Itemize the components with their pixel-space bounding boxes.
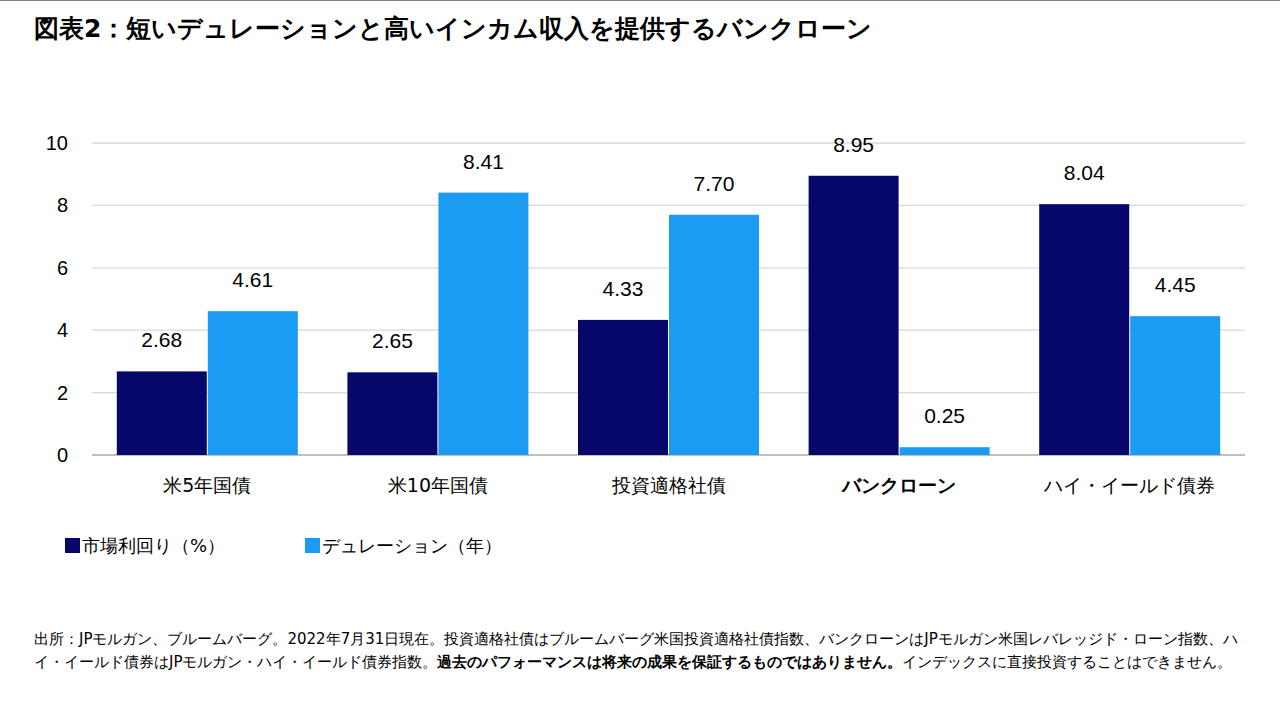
data-label: 4.61 bbox=[232, 268, 273, 291]
chart: 0 2 4 6 8 10 2.68 4.61 2.65 8.41 4.33 7.70 8.95 0.25 8… bbox=[0, 0, 1280, 720]
bar bbox=[809, 176, 899, 455]
bar bbox=[900, 447, 990, 455]
x-tick-label: 米10年国債 bbox=[388, 474, 488, 496]
x-tick-label: ハイ・イールド債券 bbox=[1043, 474, 1215, 496]
data-label: 8.04 bbox=[1064, 161, 1105, 184]
y-tick-label: 2 bbox=[57, 382, 68, 404]
data-label: 8.41 bbox=[463, 150, 504, 173]
data-label: 2.68 bbox=[141, 328, 182, 351]
y-tick-label: 10 bbox=[46, 132, 68, 154]
data-label: 4.45 bbox=[1155, 273, 1196, 296]
bar bbox=[578, 320, 668, 455]
data-label: 7.70 bbox=[694, 172, 735, 195]
data-label: 0.25 bbox=[924, 404, 965, 427]
bar bbox=[347, 372, 437, 455]
bar bbox=[208, 311, 298, 455]
bars bbox=[117, 176, 1220, 455]
data-label: 4.33 bbox=[603, 277, 644, 300]
bar bbox=[669, 215, 759, 455]
bar bbox=[438, 193, 528, 455]
data-labels: 2.68 4.61 2.65 8.41 4.33 7.70 8.95 0.25 8.04 4.45 bbox=[141, 133, 1195, 427]
x-tick-label: 投資適格社債 bbox=[611, 474, 726, 496]
bar bbox=[117, 371, 207, 455]
x-tick-label: バンクローン bbox=[841, 474, 956, 496]
legend-swatch bbox=[305, 538, 320, 553]
title: 図表2：短いデュレーションと高いインカム収入を提供するバンクローン bbox=[34, 12, 872, 45]
y-tick-label: 4 bbox=[57, 319, 68, 341]
legend-label: 市場利回り（%） bbox=[82, 535, 225, 556]
footnote: 出所：JPモルガン、ブルームバーグ。2022年7月31日現在。投資適格社債はブル… bbox=[34, 628, 1259, 674]
bar bbox=[1039, 204, 1129, 455]
top-rule bbox=[0, 0, 1280, 1]
data-label: 2.65 bbox=[372, 329, 413, 352]
data-label: 8.95 bbox=[833, 133, 874, 156]
y-tick-label: 8 bbox=[57, 194, 68, 216]
y-tick-label: 6 bbox=[57, 257, 68, 279]
legend-swatch bbox=[65, 538, 80, 553]
legend-label: デュレーション（年） bbox=[322, 535, 502, 556]
footnote-part: 過去のパフォーマンスは将来の成果を保証するものではありません。 bbox=[437, 653, 902, 671]
grid-line bbox=[92, 142, 1245, 143]
x-tick-label: 米5年国債 bbox=[163, 474, 251, 496]
footnote-part: インデックスに直接投資することはできません。 bbox=[902, 653, 1232, 671]
bar bbox=[1130, 316, 1220, 455]
y-tick-label: 0 bbox=[57, 444, 68, 466]
